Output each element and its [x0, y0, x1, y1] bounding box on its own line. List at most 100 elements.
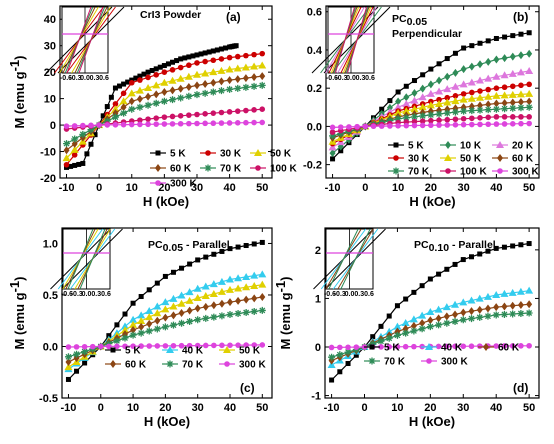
data-point — [477, 40, 483, 46]
data-point — [210, 48, 216, 54]
data-point — [153, 115, 160, 121]
data-point — [435, 314, 442, 323]
data-point — [130, 300, 136, 306]
data-point — [452, 310, 459, 319]
data-point — [477, 60, 484, 69]
data-point — [177, 64, 184, 71]
data-point — [328, 143, 337, 151]
y-axis-label: M (emu g-1) — [7, 277, 27, 350]
data-point — [525, 89, 534, 97]
data-point — [492, 72, 501, 80]
data-point — [62, 154, 71, 162]
y-tick-label: -0.5 — [39, 393, 58, 405]
data-point — [81, 348, 89, 356]
data-point — [153, 302, 162, 310]
x-tick-label: 20 — [425, 182, 437, 194]
data-point — [138, 294, 144, 300]
data-point — [170, 342, 177, 349]
data-point — [178, 56, 184, 62]
data-point — [526, 241, 532, 247]
legend-item: 30 K — [388, 154, 430, 165]
data-point — [428, 66, 434, 72]
data-point — [218, 312, 226, 320]
data-point — [394, 115, 402, 123]
data-point — [234, 120, 241, 126]
data-point — [452, 122, 459, 128]
data-point — [467, 94, 476, 102]
data-point — [218, 56, 225, 62]
data-point — [112, 85, 118, 91]
data-point — [218, 299, 225, 308]
data-point — [121, 322, 129, 330]
data-point — [410, 113, 418, 121]
data-point — [411, 343, 417, 350]
data-point — [443, 312, 450, 321]
y-tick-label: 30 — [44, 41, 56, 53]
x-tick-label: 50 — [256, 402, 268, 414]
data-point — [154, 343, 161, 349]
legend-swatch-marker — [445, 141, 451, 149]
data-point — [217, 87, 225, 95]
data-point — [234, 310, 242, 318]
x-tick-label: 30 — [457, 402, 469, 414]
data-point — [70, 145, 79, 153]
data-point — [68, 163, 74, 169]
data-point — [461, 45, 467, 51]
legend-item: 30 K — [200, 149, 242, 160]
data-point — [426, 323, 434, 331]
data-point — [96, 122, 102, 128]
data-point — [451, 82, 460, 90]
data-point — [483, 292, 492, 300]
data-point — [460, 308, 467, 317]
data-point — [82, 360, 88, 366]
data-point — [160, 78, 169, 86]
data-point — [525, 103, 533, 111]
inset-curve — [328, 228, 359, 290]
data-point — [169, 96, 177, 104]
panel-label: (a) — [226, 10, 241, 24]
data-point — [71, 135, 79, 143]
data-point — [501, 105, 509, 113]
data-point — [427, 111, 435, 119]
x-tick-label: 0 — [96, 182, 102, 194]
y-axis-label: M (emu g-1) — [273, 277, 293, 350]
x-tick-label: 50 — [523, 402, 535, 414]
data-point — [493, 99, 500, 108]
data-point — [510, 243, 516, 249]
data-point — [370, 334, 376, 340]
data-point — [117, 83, 123, 89]
legend-swatch-marker — [205, 150, 211, 156]
x-tick-label: 50 — [256, 182, 268, 194]
data-point — [501, 54, 508, 63]
data-point — [113, 337, 121, 345]
panel-label: (c) — [240, 381, 255, 395]
inset-x-tick-label: -0.3 — [71, 291, 83, 298]
data-point — [444, 56, 450, 62]
data-point — [428, 122, 434, 129]
data-point — [493, 55, 500, 64]
data-point — [401, 318, 410, 326]
data-point — [194, 316, 202, 324]
data-point — [193, 294, 202, 302]
data-point — [162, 343, 169, 349]
x-tick-label: 40 — [490, 402, 502, 414]
data-point — [120, 121, 127, 128]
y-tick-label: 0.6 — [307, 7, 322, 19]
y-axis-label-main: M (emu g — [12, 292, 27, 349]
y-axis-label-sup: -1 — [7, 60, 22, 72]
data-point — [145, 327, 153, 335]
legend-item: 50 K — [250, 149, 292, 160]
data-point — [145, 74, 151, 81]
data-point — [444, 72, 451, 81]
data-point — [169, 113, 176, 120]
data-point — [435, 321, 443, 329]
data-point — [227, 298, 233, 307]
data-point — [451, 108, 459, 116]
data-point — [501, 121, 508, 127]
data-point — [65, 344, 72, 350]
data-point — [378, 123, 385, 129]
data-point — [169, 294, 178, 302]
legend-label: 60 K — [125, 360, 147, 371]
legend-item: 50 K — [219, 346, 261, 357]
data-point — [226, 109, 233, 115]
